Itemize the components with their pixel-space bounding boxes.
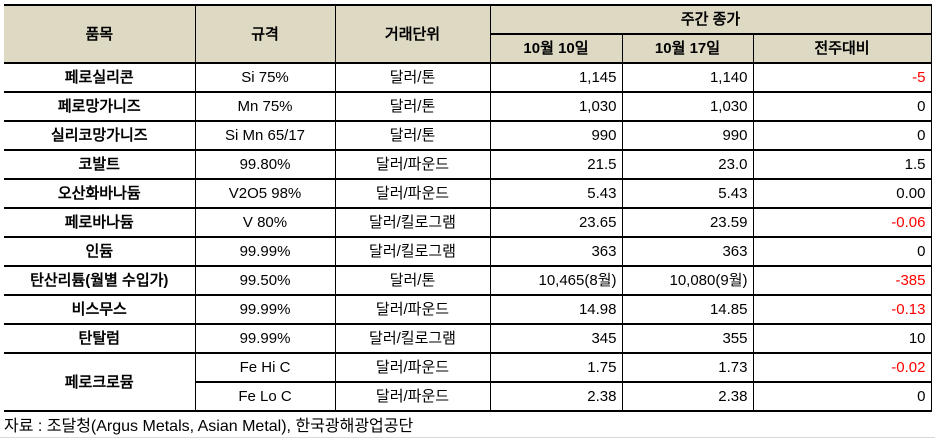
item-cell: 페로바나듐	[4, 207, 195, 237]
column-header-item: 품목	[4, 4, 195, 63]
spec-cell: Si Mn 65/17	[194, 120, 335, 150]
table-row: 탄산리튬(월별 수입가) 99.50% 달러/톤 10,465(8월) 10,080(9…	[4, 265, 931, 295]
spec-cell: 99.99%	[194, 294, 335, 324]
spec-cell: 99.50%	[194, 265, 335, 295]
table-row: 페로크로뮴 Fe Hi C 달러/파운드 1.75 1.73 -0.02	[4, 352, 931, 411]
change-cell: 0	[752, 120, 931, 150]
unit-cell: 달러/톤	[334, 62, 490, 92]
table-row: 실리코망가니즈 Si Mn 65/17 달러/톤 990 990 0	[4, 120, 931, 150]
item-cell: 탄탈럼	[4, 323, 195, 353]
unit-cell: 달러/킬로그램	[334, 236, 490, 266]
table-row: 탄탈럼 99.99% 달러/킬로그램 345 355 10	[4, 323, 931, 353]
bottom-gridline	[0, 437, 935, 438]
unit-cell: 달러/톤	[334, 265, 490, 295]
table-row: 페로바나듐 V 80% 달러/킬로그램 23.65 23.59 -0.06	[4, 207, 931, 237]
spec-cell: 99.99%	[194, 323, 335, 353]
change-cell: 0	[752, 381, 931, 411]
table-row: 오산화바나듐 V2O5 98% 달러/파운드 5.43 5.43 0.00	[4, 178, 931, 208]
price-date1-cell: 1,030	[489, 91, 622, 121]
change-cell: 0	[752, 236, 931, 266]
column-header-spec: 규격	[194, 4, 335, 63]
price-date1-cell: 345	[489, 323, 622, 353]
unit-cell: 달러/톤	[334, 91, 490, 121]
table-row: 페로실리콘 Si 75% 달러/톤 1,145 1,140 -5	[4, 62, 931, 92]
price-date1-cell: 363	[489, 236, 622, 266]
table-header: 품목 규격 거래단위 주간 종가 10월 10일 10월 17일 전주대비	[4, 4, 931, 63]
price-date2-cell: 23.59	[621, 207, 753, 237]
item-cell: 페로실리콘	[4, 62, 195, 92]
price-date1-cell: 23.65	[489, 207, 622, 237]
unit-cell: 달러/파운드	[334, 294, 490, 324]
spec-cell: Fe Hi C	[194, 352, 335, 382]
unit-cell: 달러/파운드	[334, 352, 490, 382]
table-row: 페로망가니즈 Mn 75% 달러/톤 1,030 1,030 0	[4, 91, 931, 121]
column-header-unit: 거래단위	[334, 4, 490, 63]
unit-cell: 달러/킬로그램	[334, 207, 490, 237]
item-cell: 비스무스	[4, 294, 195, 324]
column-header-wow: 전주대비	[752, 33, 931, 63]
spec-cell: V2O5 98%	[194, 178, 335, 208]
unit-cell: 달러/파운드	[334, 178, 490, 208]
table-row: 코발트 99.80% 달러/파운드 21.5 23.0 1.5	[4, 149, 931, 179]
spec-cell: V 80%	[194, 207, 335, 237]
change-cell: -0.13	[752, 294, 931, 324]
price-date1-cell: 2.38	[489, 381, 622, 411]
change-cell: -0.02	[752, 352, 931, 382]
item-cell: 코발트	[4, 149, 195, 179]
price-date2-cell: 23.0	[621, 149, 753, 179]
header-row-2: 10월 10일 10월 17일 전주대비	[4, 33, 931, 63]
spec-cell: 99.80%	[194, 149, 335, 179]
price-date2-cell: 1,140	[621, 62, 753, 92]
change-cell: 0	[752, 91, 931, 121]
change-cell: 10	[752, 323, 931, 353]
price-date1-cell: 1.75	[489, 352, 622, 382]
price-date2-cell: 1,030	[621, 91, 753, 121]
table-row: Fe Lo C 달러/파운드 2.38 2.38 0	[4, 381, 931, 411]
change-cell: -0.06	[752, 207, 931, 237]
item-cell: 탄산리튬(월별 수입가)	[4, 265, 195, 295]
metal-price-table: 품목 규격 거래단위 주간 종가 10월 10일 10월 17일 전주대비 페로…	[4, 4, 932, 412]
price-date1-cell: 990	[489, 120, 622, 150]
item-cell: 인듐	[4, 236, 195, 266]
item-cell: 페로크로뮴	[4, 352, 195, 411]
change-cell: 0.00	[752, 178, 931, 208]
spec-cell: Si 75%	[194, 62, 335, 92]
change-cell: 1.5	[752, 149, 931, 179]
change-cell: -5	[752, 62, 931, 92]
column-header-date1: 10월 10일	[489, 33, 622, 63]
table-body: 페로실리콘 Si 75% 달러/톤 1,145 1,140 -5 페로망가니즈 Mn 75% 달…	[4, 62, 931, 411]
table-row: 인듐 99.99% 달러/킬로그램 363 363 0	[4, 236, 931, 266]
spec-cell: Mn 75%	[194, 91, 335, 121]
unit-cell: 달러/파운드	[334, 149, 490, 179]
price-date2-cell: 1.73	[621, 352, 753, 382]
price-date2-cell: 363	[621, 236, 753, 266]
spec-cell: Fe Lo C	[194, 381, 335, 411]
column-header-date2: 10월 17일	[621, 33, 753, 63]
price-date2-cell: 14.85	[621, 294, 753, 324]
price-date1-cell: 21.5	[489, 149, 622, 179]
price-date2-cell: 10,080(9월)	[621, 265, 753, 295]
header-row-1: 품목 규격 거래단위 주간 종가	[4, 4, 931, 63]
price-date2-cell: 990	[621, 120, 753, 150]
change-cell: -385	[752, 265, 931, 295]
price-date2-cell: 2.38	[621, 381, 753, 411]
table-row: 비스무스 99.99% 달러/파운드 14.98 14.85 -0.13	[4, 294, 931, 324]
column-header-weekly-close: 주간 종가	[489, 4, 931, 34]
source-note: 자료 : 조달청(Argus Metals, Asian Metal), 한국광…	[4, 418, 414, 435]
unit-cell: 달러/파운드	[334, 381, 490, 411]
unit-cell: 달러/톤	[334, 120, 490, 150]
price-date2-cell: 355	[621, 323, 753, 353]
item-cell: 페로망가니즈	[4, 91, 195, 121]
item-cell: 오산화바나듐	[4, 178, 195, 208]
price-date1-cell: 1,145	[489, 62, 622, 92]
item-cell: 실리코망가니즈	[4, 120, 195, 150]
spec-cell: 99.99%	[194, 236, 335, 266]
price-date1-cell: 14.98	[489, 294, 622, 324]
unit-cell: 달러/킬로그램	[334, 323, 490, 353]
price-date1-cell: 5.43	[489, 178, 622, 208]
price-date1-cell: 10,465(8월)	[489, 265, 622, 295]
price-date2-cell: 5.43	[621, 178, 753, 208]
